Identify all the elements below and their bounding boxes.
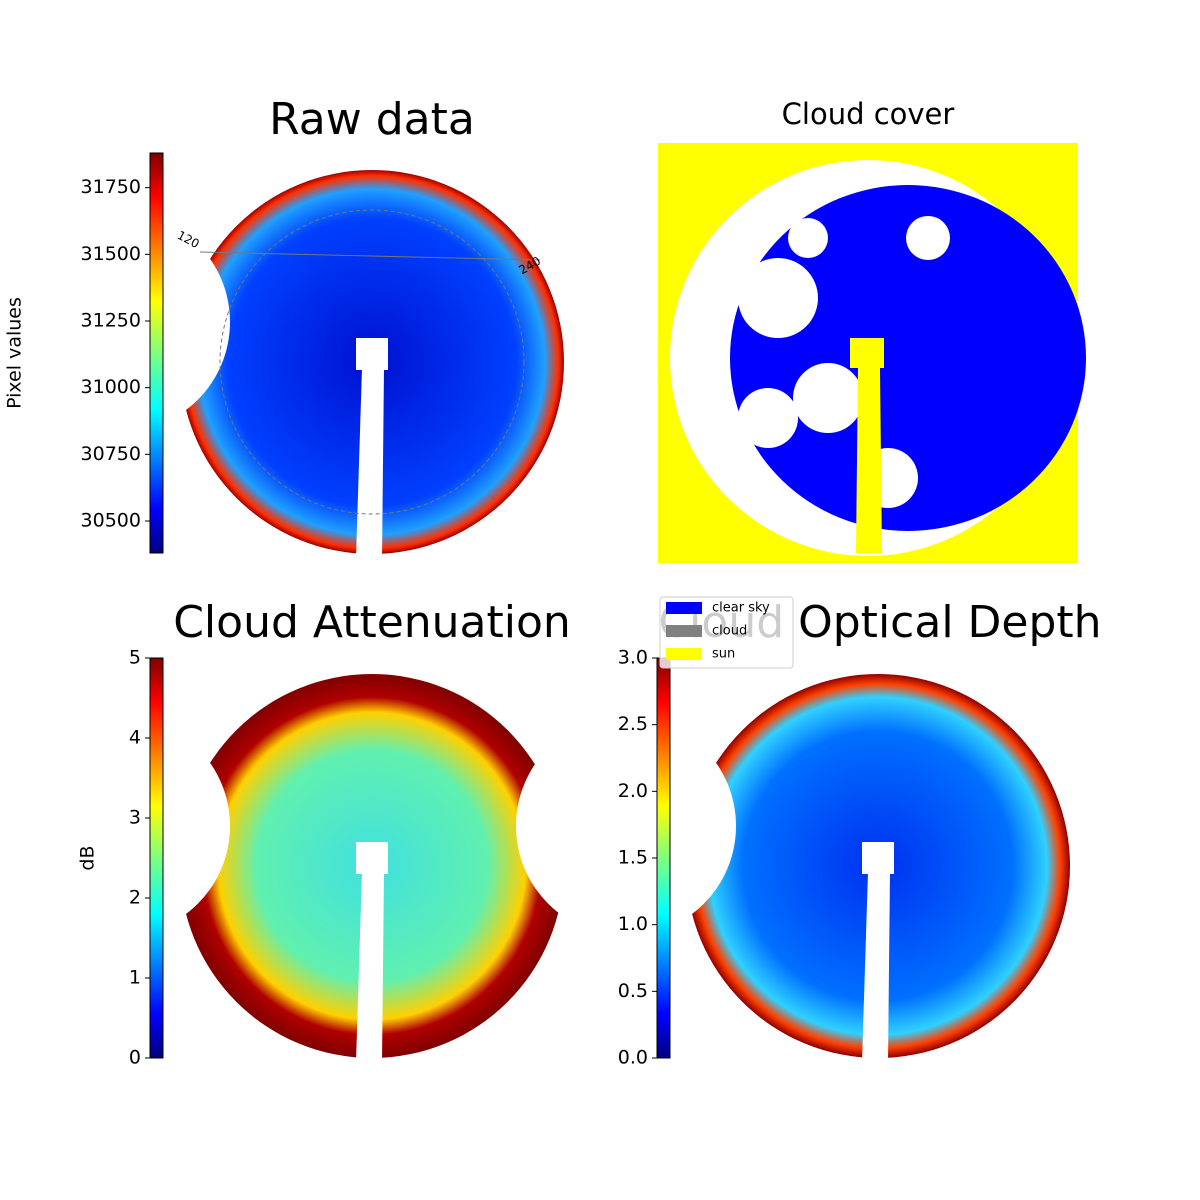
colorbar-tick-label: 31000 [81,376,141,398]
sun-marker [850,338,884,368]
cloud-patch [906,216,950,260]
colorbar-tick-label: 5 [129,647,141,669]
colorbar-tick-label: 30500 [81,510,141,532]
cloud-patch [788,218,828,258]
colorbar-tick-label: 1 [129,967,141,989]
panel-title: Cloud Attenuation [173,597,571,648]
image-notch [10,212,230,432]
cloud-patch [793,363,863,433]
elevation-ring [219,209,525,515]
cloud-patch [738,258,818,338]
legend-label: sun [712,647,735,662]
cloud-patch [738,388,798,448]
panel-title: Raw data [269,94,475,145]
colorbar-tick-label: 30750 [81,443,141,465]
colorbar [149,152,164,554]
panel-title: Cloud cover [782,97,955,131]
colorbar-tick-label: 31500 [81,243,141,265]
azimuth-line [199,251,541,261]
colorbar-tick-label: 1.5 [618,847,648,869]
legend-swatch [666,602,702,614]
colorbar-tick-label: 2.0 [618,780,648,802]
colorbar [656,657,671,1059]
mask-arm [356,872,384,1062]
mask-arm [356,368,384,558]
legend-swatch [666,648,702,660]
colorbar [149,657,164,1059]
colorbar-tick-label: 3 [129,807,141,829]
image-notch [516,716,736,936]
mask-block [356,338,388,370]
colorbar-tick-label: 0 [129,1047,141,1069]
clear-sky-region [730,185,1086,531]
colorbar-tick-label: 0.5 [618,980,648,1002]
colorbar-tick-label: 1.0 [618,913,648,935]
colorbar-tick-label: 2.5 [618,713,648,735]
legend-swatch [666,625,702,637]
mask-arm [856,368,882,553]
colorbar-label: dB [77,845,99,870]
colorbar-tick-label: 2 [129,887,141,909]
colorbar-tick-label: 3.0 [618,647,648,669]
mask-block [356,842,388,874]
mask-block [862,842,894,874]
colorbar-tick-label: 31750 [81,176,141,198]
image-notch [10,716,230,936]
legend-label: clear sky [712,601,770,616]
colorbar-tick-label: 4 [129,727,141,749]
colorbar-label: Pixel values [4,297,26,409]
colorbar-tick-label: 31250 [81,310,141,332]
colorbar-tick-label: 0.0 [618,1047,648,1069]
legend-label: cloud [712,624,747,639]
mask-arm [862,872,890,1062]
